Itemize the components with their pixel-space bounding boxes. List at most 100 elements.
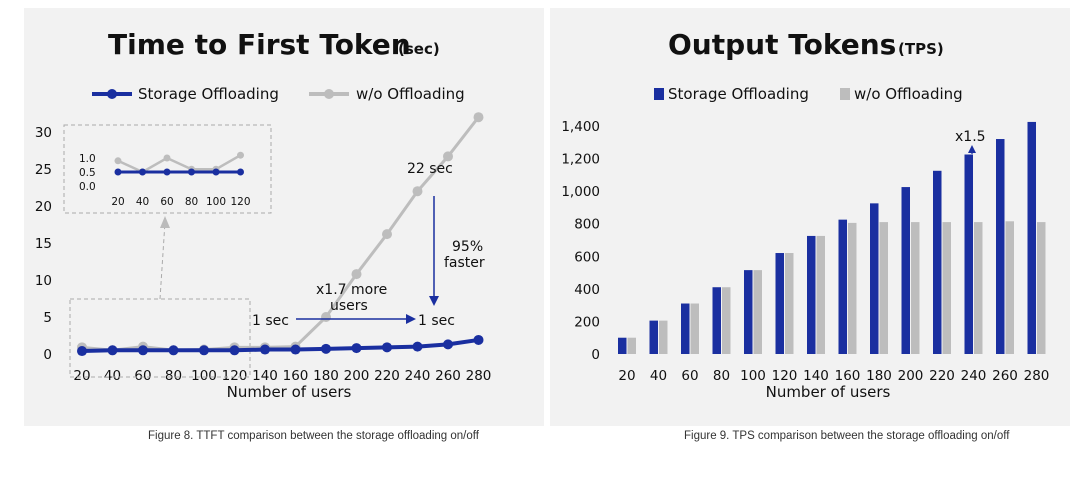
wo-offloading-bar — [659, 320, 668, 354]
inset-storage-offloading-point — [237, 168, 244, 176]
wo-offloading-bar — [848, 222, 857, 354]
anno-1-sec-left: 1 sec — [252, 313, 289, 329]
tps-chart: Output Tokens (TPS) Storage Offloading w… — [561, 28, 1049, 401]
wo-offloading-bar — [1037, 222, 1046, 354]
storage-offloading-bar — [649, 320, 658, 354]
ttft-legend: Storage Offloading w/o Offloading — [92, 85, 465, 103]
inset-storage-offloading-point — [212, 168, 220, 176]
inset-x-tick: 100 — [206, 196, 226, 208]
ttft-legend-wo-offloading: w/o Offloading — [356, 85, 465, 103]
inset-y-tick: 0.0 — [79, 181, 96, 193]
tps-chart-title-unit: (TPS) — [898, 40, 944, 58]
tps-x-tick: 20 — [618, 368, 635, 384]
wo-offloading-point — [443, 151, 453, 162]
tps-x-axis-label: Number of users — [766, 383, 891, 401]
wo-offloading-bar — [942, 222, 951, 354]
tps-x-tick: 160 — [835, 368, 861, 384]
wo-offloading-bar — [690, 303, 699, 354]
ttft-x-tick: 20 — [73, 368, 90, 384]
tps-y-tick: 200 — [574, 314, 600, 330]
tps-x-axis: 20 40 60 80 100 120 140 160 180 200 220 240 260 280 — [618, 368, 1049, 384]
storage-offloading-point — [77, 346, 87, 357]
tps-x-tick: 60 — [681, 368, 698, 384]
anno-95-percent: 95% — [452, 239, 483, 255]
tps-x-tick: 280 — [1024, 368, 1050, 384]
storage-offloading-point — [229, 345, 240, 356]
anno-more-users-arrowhead — [406, 314, 416, 324]
ttft-x-tick: 120 — [222, 368, 248, 384]
ttft-x-axis: 20 40 60 80 100 120 140 160 180 200 220 240 260 280 — [73, 368, 491, 384]
tps-legend-storage-offloading: Storage Offloading — [668, 85, 809, 103]
storage-offloading-line — [81, 337, 479, 354]
ttft-y-tick: 0 — [43, 347, 52, 363]
inset-storage-offloading-point — [163, 168, 171, 176]
wo-offloading-bar — [911, 222, 920, 354]
tps-x-tick: 80 — [713, 368, 730, 384]
ttft-y-tick: 20 — [35, 199, 52, 215]
ttft-x-tick: 160 — [283, 368, 309, 384]
storage-offloading-point — [321, 343, 331, 354]
ttft-x-tick: 280 — [466, 368, 492, 384]
ttft-chart: Time to First Token (sec) Storage Offloa… — [35, 28, 492, 401]
ttft-y-axis: 0 5 10 15 20 25 30 — [35, 125, 52, 363]
ttft-x-tick: 60 — [134, 368, 151, 384]
storage-offloading-bar — [681, 303, 690, 354]
ttft-x-axis-label: Number of users — [227, 383, 352, 401]
tps-y-tick: 800 — [574, 217, 600, 233]
storage-offloading-point — [290, 344, 301, 355]
tps-x-tick: 40 — [650, 368, 667, 384]
storage-offloading-point — [138, 345, 148, 356]
storage-offloading-point — [199, 345, 209, 356]
storage-offloading-bar — [996, 139, 1005, 354]
storage-offloading-bar — [1027, 121, 1036, 354]
storage-offloading-point — [473, 334, 484, 345]
wo-offloading-bar — [785, 253, 794, 354]
storage-offloading-point — [412, 341, 423, 352]
wo-offloading-point — [412, 186, 423, 197]
wo-offloading-bar — [753, 270, 762, 354]
anno-ratio-arrowhead — [968, 145, 976, 153]
tps-chart-panel: Output Tokens (TPS) Storage Offloading w… — [550, 8, 1070, 426]
storage-offloading-bar — [870, 203, 879, 354]
tps-x-tick: 120 — [772, 368, 798, 384]
tps-series — [618, 121, 1046, 354]
storage-offloading-bar — [775, 253, 784, 354]
ttft-y-tick: 10 — [35, 273, 52, 289]
ttft-x-tick: 180 — [313, 368, 339, 384]
tps-y-tick: 0 — [591, 347, 600, 363]
inset-wo-offloading-point — [163, 154, 171, 162]
ttft-x-tick: 140 — [252, 368, 278, 384]
anno-faster-arrowhead — [429, 296, 439, 306]
inset-wo-offloading-point — [237, 151, 244, 159]
inset-wo-offloading-point — [114, 157, 122, 165]
inset-chart: 1.0 0.5 0.0 20 40 60 80 100 120 — [79, 151, 251, 208]
storage-offloading-bar — [964, 154, 973, 354]
inset-x-tick: 120 — [230, 196, 250, 208]
ttft-chart-panel: Time to First Token (sec) Storage Offloa… — [24, 8, 544, 426]
ttft-x-tick: 40 — [104, 368, 121, 384]
inset-storage-offloading-point — [139, 168, 146, 176]
tps-legend: Storage Offloading w/o Offloading — [654, 85, 963, 103]
storage-offloading-bar — [838, 219, 847, 354]
anno-users: users — [330, 298, 368, 314]
inset-x-tick: 40 — [136, 196, 149, 208]
tps-y-tick: 400 — [574, 282, 600, 298]
inset-x-tick: 20 — [111, 196, 124, 208]
wo-offloading-point — [351, 269, 362, 280]
ttft-legend-storage-offloading: Storage Offloading — [138, 85, 279, 103]
tps-chart-title: Output Tokens — [668, 28, 896, 61]
ttft-annotations: 22 sec 95% faster 1 sec 1 sec x1.7 more … — [252, 161, 485, 329]
ttft-series — [77, 112, 484, 357]
wo-offloading-bar — [974, 222, 983, 354]
wo-offloading-bar — [627, 337, 636, 354]
tps-y-tick: 1,000 — [561, 184, 600, 200]
tps-annotations: x1.5 — [955, 129, 986, 214]
ttft-y-tick: 30 — [35, 125, 52, 141]
inset-y-tick: 1.0 — [79, 153, 96, 165]
inset-connector-arrow — [160, 216, 170, 228]
storage-offloading-point — [382, 342, 392, 353]
tps-x-tick: 100 — [740, 368, 766, 384]
anno-x1-5: x1.5 — [955, 129, 986, 145]
tps-x-tick: 140 — [803, 368, 829, 384]
storage-offloading-point — [260, 344, 270, 355]
